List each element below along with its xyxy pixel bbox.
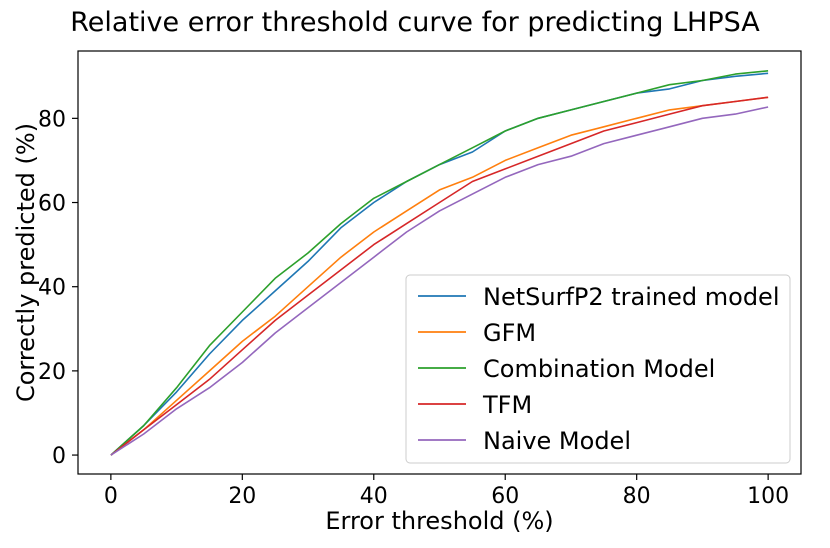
y-tick-label: 0	[52, 444, 66, 469]
y-tick-label: 20	[38, 360, 66, 385]
x-tick-label: 40	[360, 484, 388, 509]
x-tick-label: 60	[491, 484, 519, 509]
x-axis-label: Error threshold (%)	[325, 507, 553, 535]
x-tick-label: 0	[104, 484, 118, 509]
x-tick-label: 100	[747, 484, 789, 509]
legend-label: Naive Model	[483, 427, 631, 455]
y-tick-label: 40	[38, 276, 66, 301]
x-tick-label: 80	[623, 484, 651, 509]
series-line-4	[110, 96, 769, 456]
legend: NetSurfP2 trained model GFM Combination Mo…	[405, 274, 791, 464]
y-axis-label: Correctly predicted (%)	[12, 123, 40, 402]
axis-ticks: 0 20 40 60 80 100 0 20 40 60 80	[38, 107, 789, 509]
series-line-5	[110, 106, 769, 456]
series-lines	[110, 70, 769, 456]
x-tick-label: 20	[228, 484, 256, 509]
legend-box	[405, 274, 791, 464]
legend-label: Combination Model	[483, 355, 715, 383]
chart-title: Relative error threshold curve for predi…	[70, 7, 760, 38]
series-line-3	[110, 70, 769, 456]
y-tick-label: 80	[38, 107, 66, 132]
series-line-2	[110, 96, 769, 456]
legend-label: TFM	[482, 391, 532, 419]
plot-area-frame	[77, 50, 802, 475]
legend-label: NetSurfP2 trained model	[483, 283, 779, 311]
legend-label: GFM	[483, 319, 536, 347]
y-tick-label: 60	[38, 192, 66, 217]
